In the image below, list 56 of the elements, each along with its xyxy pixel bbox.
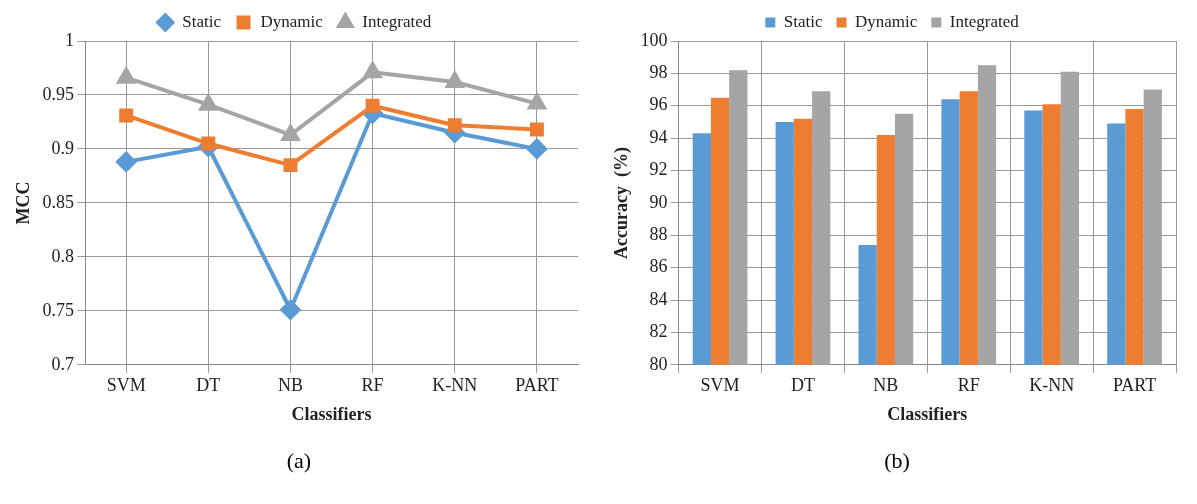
y-tick-label: 0.9: [51, 137, 75, 158]
y-tick-label: 98: [649, 62, 668, 83]
point: [528, 93, 546, 110]
y-tick-label: 86: [649, 256, 668, 277]
point: [365, 98, 380, 113]
point: [116, 151, 137, 172]
x-tick-label: DT: [196, 375, 221, 396]
legend-label: Integrated: [362, 11, 432, 31]
x-tick-label: PART: [515, 375, 559, 396]
y-tick-label: 84: [649, 288, 668, 309]
text: (a): [285, 448, 313, 474]
x-tick-label: PART: [1112, 375, 1157, 396]
y-tick-label: 0.7: [51, 353, 75, 374]
point: [447, 118, 462, 133]
y-tick-label: 1: [65, 29, 75, 50]
point: [445, 72, 464, 89]
y-tick-label: 88: [649, 224, 668, 245]
x-tick-label: DT: [790, 375, 815, 396]
x-tick-label: K-NN: [1029, 375, 1075, 396]
x-axis-title: Classifiers: [887, 403, 968, 424]
x-axis-title: Classifiers: [291, 403, 372, 424]
y-tick-label: 0.8: [51, 245, 75, 266]
point: [117, 67, 136, 84]
y-tick-label: 0.95: [42, 83, 75, 104]
legend-label: Dynamic: [855, 11, 918, 31]
point: [526, 138, 547, 159]
legend-label: Integrated: [949, 11, 1020, 31]
y-axis-title: Accuracy (%): [611, 146, 633, 259]
y-tick-label: 80: [649, 353, 668, 374]
y-tick-label: 96: [649, 94, 668, 115]
y-axis-title: MCC: [13, 181, 34, 225]
x-tick-label: RF: [361, 375, 384, 396]
y-tick-label: 100: [640, 29, 668, 50]
y-tick-label: 0.85: [42, 191, 75, 212]
text: (b): [883, 448, 911, 474]
x-tick-label: SVM: [106, 375, 146, 396]
point: [363, 62, 382, 79]
point: [281, 124, 300, 141]
x-tick-label: RF: [957, 375, 980, 396]
point: [199, 94, 218, 111]
y-tick-label: 92: [649, 159, 668, 180]
x-tick-label: SVM: [700, 375, 740, 396]
y-tick-label: 90: [649, 191, 668, 212]
y-tick-label: 0.75: [42, 299, 75, 320]
x-tick-label: K-NN: [432, 375, 478, 396]
x-tick-label: NB: [277, 375, 303, 396]
legend-label: Static: [783, 11, 823, 31]
y-tick-label: 82: [649, 321, 668, 342]
point: [529, 122, 544, 137]
x-tick-label: NB: [873, 375, 899, 396]
y-tick-label: 94: [649, 126, 668, 147]
point: [283, 158, 298, 173]
point: [119, 108, 134, 123]
legend-label: Static: [182, 11, 222, 31]
legend-label: Dynamic: [260, 11, 324, 31]
point: [280, 299, 301, 320]
